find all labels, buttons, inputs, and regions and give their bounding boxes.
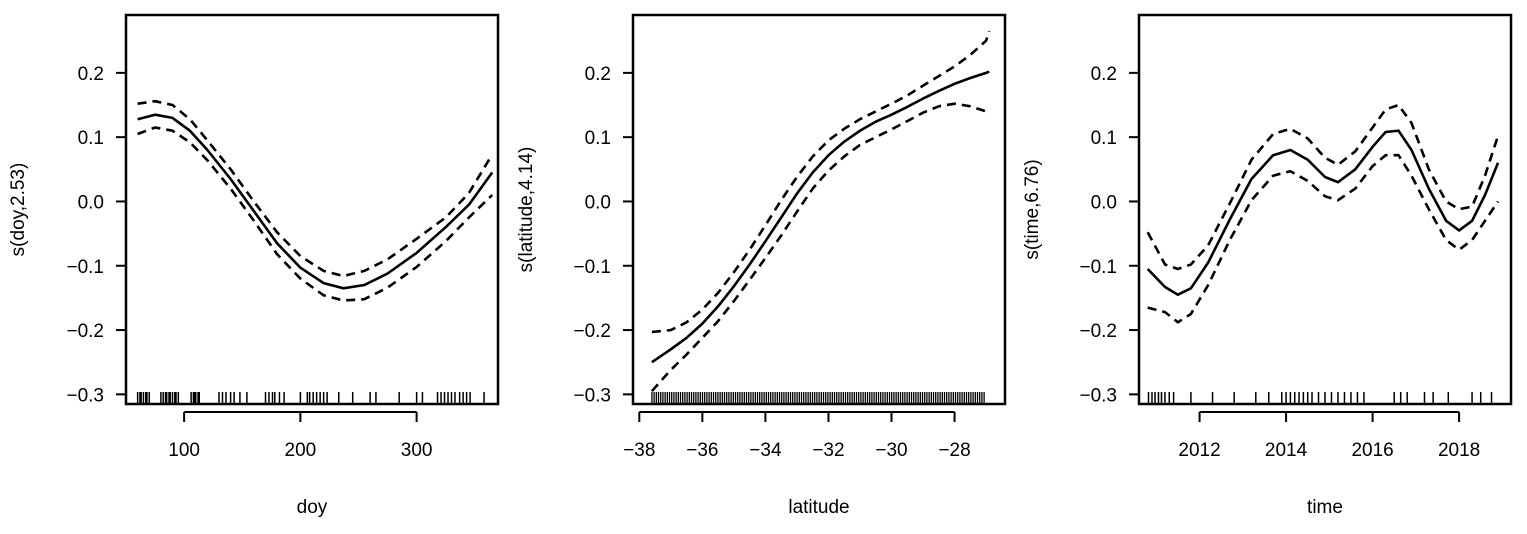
time-x-tick-label: 2016 bbox=[1351, 440, 1393, 461]
latitude-y-axis-label: s(latitude,4.14) bbox=[516, 147, 537, 273]
time-y-tick-label: 0.1 bbox=[1091, 128, 1117, 149]
time-upper-ci-line bbox=[1146, 103, 1500, 271]
doy-y-tick-label: 0.2 bbox=[78, 64, 104, 85]
time-x-axis-label: time bbox=[1307, 497, 1343, 518]
latitude-x-tick-label: −36 bbox=[686, 440, 718, 461]
time-x-tick-label: 2012 bbox=[1178, 440, 1220, 461]
latitude-y-tick-label: −0.3 bbox=[573, 385, 611, 406]
doy-lower-ci-line bbox=[137, 126, 494, 302]
latitude-y-tick-label: 0.1 bbox=[585, 128, 611, 149]
latitude-y-tick-label: −0.1 bbox=[573, 257, 611, 278]
latitude-smooth-line bbox=[651, 70, 990, 364]
time-y-axis-label: s(time,6.76) bbox=[1022, 159, 1043, 259]
latitude-x-tick-label: −28 bbox=[938, 440, 970, 461]
doy-x-tick-label: 300 bbox=[401, 440, 433, 461]
doy-smooth-line bbox=[137, 113, 494, 290]
time-y-tick-label: −0.3 bbox=[1079, 385, 1117, 406]
time-smooth-line bbox=[1146, 129, 1500, 296]
doy-x-tick-label: 200 bbox=[285, 440, 317, 461]
doy-y-tick-label: −0.2 bbox=[66, 321, 104, 342]
doy-y-tick-label: −0.1 bbox=[66, 257, 104, 278]
panel-latitude: −0.3 −0.2 −0.1 0.0 0.1 0.2 −38 −36 −34 −32 −30 −28 l… bbox=[516, 13, 1007, 518]
doy-x-tick-label: 100 bbox=[168, 440, 200, 461]
doy-x-axis-label: doy bbox=[297, 497, 328, 518]
latitude-x-axis-label: latitude bbox=[788, 497, 849, 518]
panel-doy: −0.3 −0.2 −0.1 0.0 0.1 0.2 100 200 300 doy s(doy,2… bbox=[8, 13, 500, 518]
latitude-x-tick-label: −38 bbox=[623, 440, 655, 461]
latitude-upper-ci-line bbox=[651, 30, 991, 334]
doy-plot-frame bbox=[124, 13, 500, 406]
doy-y-axis-label: s(doy,2.53) bbox=[8, 163, 29, 257]
doy-upper-ci-line bbox=[137, 99, 494, 278]
latitude-x-tick-label: −32 bbox=[812, 440, 844, 461]
doy-y-tick-label: 0.1 bbox=[78, 128, 104, 149]
time-x-tick-label: 2018 bbox=[1438, 440, 1480, 461]
time-y-tick-label: −0.1 bbox=[1079, 257, 1117, 278]
doy-y-tick-label: 0.0 bbox=[78, 192, 104, 213]
time-y-tick-label: 0.2 bbox=[1091, 64, 1117, 85]
time-x-tick-label: 2014 bbox=[1265, 440, 1308, 461]
latitude-y-tick-label: 0.2 bbox=[585, 64, 611, 85]
time-y-tick-label: −0.2 bbox=[1079, 321, 1117, 342]
latitude-y-tick-label: 0.0 bbox=[585, 192, 611, 213]
time-lower-ci-line bbox=[1147, 153, 1500, 324]
latitude-plot-frame bbox=[631, 13, 1007, 406]
latitude-x-tick-label: −30 bbox=[875, 440, 907, 461]
time-plot-frame bbox=[1137, 13, 1513, 406]
panel-time: −0.3 −0.2 −0.1 0.0 0.1 0.2 2012 2014 2016 2018 tim… bbox=[1022, 13, 1513, 518]
latitude-x-tick-label: −34 bbox=[749, 440, 782, 461]
time-y-tick-label: 0.0 bbox=[1091, 192, 1117, 213]
doy-y-tick-label: −0.3 bbox=[66, 385, 104, 406]
latitude-y-tick-label: −0.2 bbox=[573, 321, 611, 342]
